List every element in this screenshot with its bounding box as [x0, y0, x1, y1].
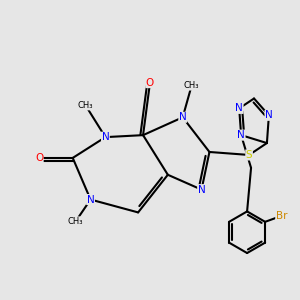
Text: Br: Br: [276, 211, 287, 221]
Text: O: O: [146, 78, 154, 88]
Text: CH₃: CH₃: [78, 101, 93, 110]
Text: N: N: [237, 130, 245, 140]
Text: S: S: [246, 150, 252, 160]
Text: N: N: [87, 194, 94, 205]
Text: CH₃: CH₃: [68, 217, 83, 226]
Text: O: O: [35, 153, 43, 163]
Text: CH₃: CH₃: [184, 81, 200, 90]
Text: N: N: [265, 110, 273, 120]
Text: N: N: [198, 184, 206, 195]
Text: N: N: [101, 132, 109, 142]
Text: N: N: [179, 112, 187, 122]
Text: N: N: [235, 103, 243, 113]
